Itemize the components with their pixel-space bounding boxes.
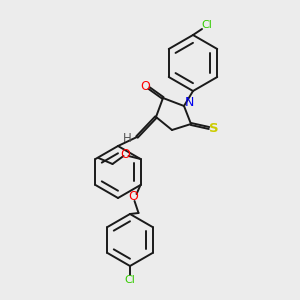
Text: S: S	[209, 122, 219, 134]
Text: Cl: Cl	[202, 20, 212, 30]
Text: O: O	[140, 80, 150, 92]
Text: N: N	[184, 97, 194, 110]
Text: O: O	[129, 190, 139, 203]
Text: Cl: Cl	[124, 275, 135, 285]
Text: O: O	[121, 148, 130, 161]
Text: H: H	[123, 133, 131, 146]
